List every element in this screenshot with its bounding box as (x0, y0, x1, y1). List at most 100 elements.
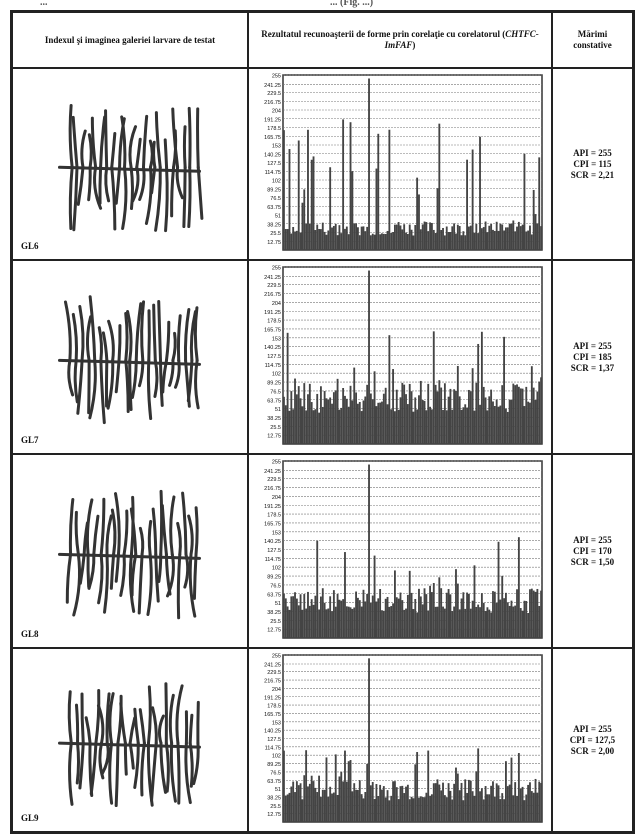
bar (336, 378, 339, 444)
bar (455, 233, 457, 250)
bar (375, 601, 378, 638)
gallery-branch (192, 552, 198, 600)
y-tick-label: 51 (275, 787, 281, 793)
bar (431, 794, 433, 822)
bar (299, 232, 302, 250)
bar (323, 789, 326, 822)
gallery-branch (176, 314, 182, 362)
bar (499, 405, 502, 444)
bar (445, 226, 448, 250)
bar (305, 608, 308, 638)
bar (355, 223, 357, 250)
bar (288, 410, 291, 444)
bar (344, 750, 346, 822)
bar (286, 794, 289, 822)
bar (532, 189, 535, 250)
bar (338, 409, 341, 444)
bar (379, 588, 382, 638)
bar (468, 389, 470, 444)
gallery-branch (89, 741, 98, 796)
bar (464, 235, 467, 250)
y-tick-label: 204 (272, 301, 281, 307)
bar (399, 592, 402, 638)
y-tick-label: 102 (272, 566, 281, 572)
bar (366, 593, 369, 638)
bar (390, 409, 393, 444)
y-tick-label: 102 (272, 372, 281, 378)
bar (392, 603, 394, 638)
bar (336, 593, 339, 638)
bar (464, 779, 467, 822)
y-tick-label: 165.75 (264, 135, 281, 141)
bar (406, 404, 409, 444)
bar (447, 783, 450, 822)
bar (364, 396, 367, 444)
bar (530, 588, 533, 638)
bar (390, 795, 393, 822)
bar (540, 226, 542, 250)
bar (314, 787, 317, 822)
bar (366, 226, 369, 250)
bar (303, 383, 306, 444)
gallery-branch (175, 165, 184, 200)
bar (538, 605, 541, 638)
bar (479, 136, 481, 250)
bar (308, 605, 311, 638)
bar (447, 396, 450, 444)
bar (538, 781, 541, 822)
bar (327, 399, 330, 444)
y-tick-label: 38.25 (267, 222, 281, 228)
bar (429, 795, 431, 822)
bar (516, 795, 518, 822)
bar (521, 224, 524, 250)
bar (355, 591, 357, 638)
bar (534, 591, 537, 638)
bar (388, 129, 391, 250)
y-tick-label: 216.75 (264, 100, 281, 106)
bar (536, 588, 539, 638)
y-tick-label: 216.75 (264, 679, 281, 685)
bar (471, 368, 474, 444)
bar (320, 796, 322, 822)
metric-scr: SCR = 2,21 (570, 169, 615, 180)
gallery-branch (126, 310, 133, 362)
bar (351, 171, 354, 250)
bar (345, 226, 348, 250)
bar (384, 233, 387, 250)
y-tick-label: 153 (272, 530, 281, 536)
bar (497, 785, 500, 822)
gallery-branch (114, 741, 120, 808)
bar (283, 750, 285, 822)
bar (312, 410, 315, 444)
bar (323, 602, 326, 638)
bar (312, 156, 315, 250)
gallery-branch (148, 139, 154, 169)
gallery-branch (74, 703, 80, 745)
gallery-branch (157, 714, 165, 745)
bar (283, 130, 285, 250)
bar (471, 791, 474, 822)
bar (445, 410, 448, 444)
bar (325, 234, 328, 250)
bar (458, 396, 461, 444)
bar (386, 790, 389, 822)
gallery-branch (108, 692, 115, 745)
bar (295, 598, 298, 638)
bar (414, 225, 417, 250)
correlation-chart-cell: 255 241.25 229.5 216.75 204 191.25 178.5 165.75… (248, 454, 552, 648)
bar (364, 601, 367, 638)
correlation-chart: 255 241.25 229.5 216.75 204 191.25 178.5 165.75… (264, 266, 543, 445)
bar (471, 600, 474, 638)
bar (514, 385, 517, 444)
bar (466, 792, 468, 822)
bar (425, 792, 428, 822)
bar (421, 224, 424, 250)
gallery-branch (176, 521, 182, 556)
bar (286, 606, 289, 638)
bar (466, 592, 468, 638)
bar (362, 400, 365, 444)
bar (529, 782, 531, 822)
gallery-branch (157, 300, 162, 362)
gallery-branch (124, 311, 129, 362)
metrics-cell: API = 255 CPI = 115 SCR = 2,21 (552, 68, 633, 260)
